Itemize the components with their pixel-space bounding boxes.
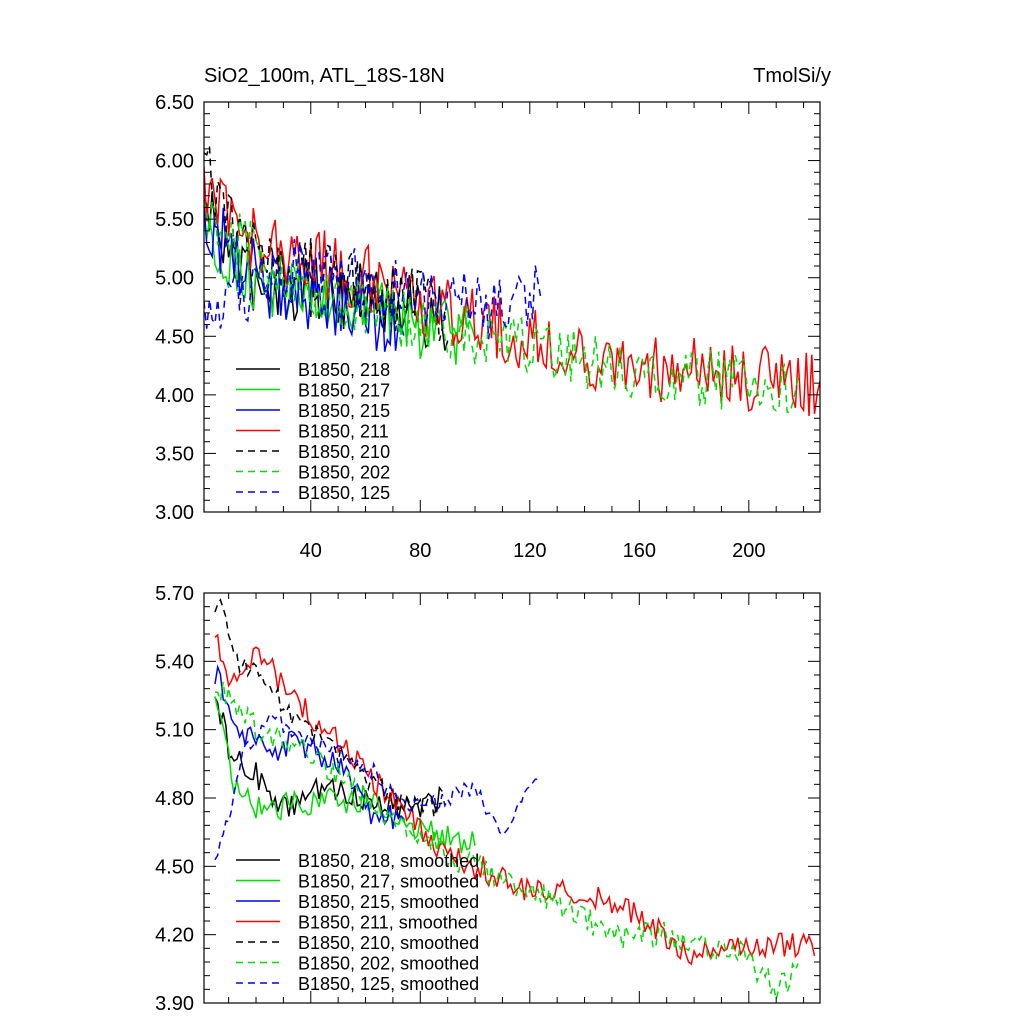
x-tick-label-0-2: 120 <box>513 540 546 562</box>
series-line-0-6 <box>204 239 542 340</box>
y-tick-label-0-5: 5.50 <box>155 209 194 231</box>
x-tick-label-0-1: 80 <box>409 540 431 562</box>
plot-frame-0 <box>203 101 821 513</box>
series-line-0-4 <box>204 146 448 342</box>
y-tick-label-0-4: 5.00 <box>155 268 194 290</box>
y-tick-label-0-1: 3.50 <box>155 443 194 465</box>
series-line-0-3 <box>204 167 820 417</box>
series-line-1-6 <box>214 712 542 861</box>
series-line-1-4 <box>214 598 443 818</box>
legend-label-0-4: B1850, 210 <box>298 442 390 462</box>
legend-label-0-2: B1850, 215 <box>298 401 390 421</box>
legend-label-1-0: B1850, 218, smoothed <box>298 851 479 871</box>
legend-label-1-1: B1850, 217, smoothed <box>298 872 479 892</box>
y-tick-label-0-3: 4.50 <box>155 326 194 348</box>
legend-label-1-5: B1850, 202, smoothed <box>298 954 479 974</box>
y-tick-label-1-0: 3.90 <box>155 993 194 1015</box>
x-tick-label-0-4: 200 <box>732 540 765 562</box>
y-tick-label-1-5: 5.40 <box>155 651 194 673</box>
legend-label-1-4: B1850, 210, smoothed <box>298 933 479 953</box>
legend-label-0-3: B1850, 211 <box>298 422 389 442</box>
top-title-left: SiO2_100m, ATL_18S-18N <box>204 65 445 87</box>
y-tick-label-0-0: 3.00 <box>155 502 194 524</box>
series-line-0-5 <box>204 200 799 414</box>
legend-label-0-0: B1850, 218 <box>298 360 390 380</box>
series-line-1-5 <box>215 681 799 1000</box>
series-line-1-2 <box>214 664 405 830</box>
bottom-panel: 3.90 4.20 4.50 4.80 5.10 5.40 5.70 B1850, 218, … <box>155 583 821 1015</box>
x-tick-label-0-0: 40 <box>300 540 322 562</box>
legend-label-0-1: B1850, 217 <box>298 381 390 401</box>
y-tick-label-1-2: 4.50 <box>155 856 194 878</box>
y-tick-label-0-7: 6.50 <box>155 92 194 114</box>
legend-label-1-6: B1850, 125, smoothed <box>298 974 479 994</box>
top-title-right: TmolSi/y <box>753 65 831 87</box>
legend-label-1-2: B1850, 215, smoothed <box>298 892 479 912</box>
y-tick-label-1-4: 5.10 <box>155 720 194 742</box>
legend-label-0-6: B1850, 125 <box>298 483 390 503</box>
legend-label-1-3: B1850, 211, smoothed <box>298 913 478 933</box>
top-panel: SiO2_100m, ATL_18S-18N TmolSi/y 3.00 3.50… <box>155 65 831 562</box>
series-line-1-3 <box>214 633 816 966</box>
y-tick-label-1-6: 5.70 <box>155 583 194 605</box>
y-tick-label-1-1: 4.20 <box>155 925 194 947</box>
series-line-1-1 <box>214 696 476 854</box>
y-tick-label-0-2: 4.00 <box>155 385 194 407</box>
x-tick-label-0-3: 160 <box>623 540 656 562</box>
y-tick-label-0-6: 6.00 <box>155 151 194 173</box>
y-tick-label-1-3: 4.80 <box>155 788 194 810</box>
legend-label-0-5: B1850, 202 <box>298 463 390 483</box>
